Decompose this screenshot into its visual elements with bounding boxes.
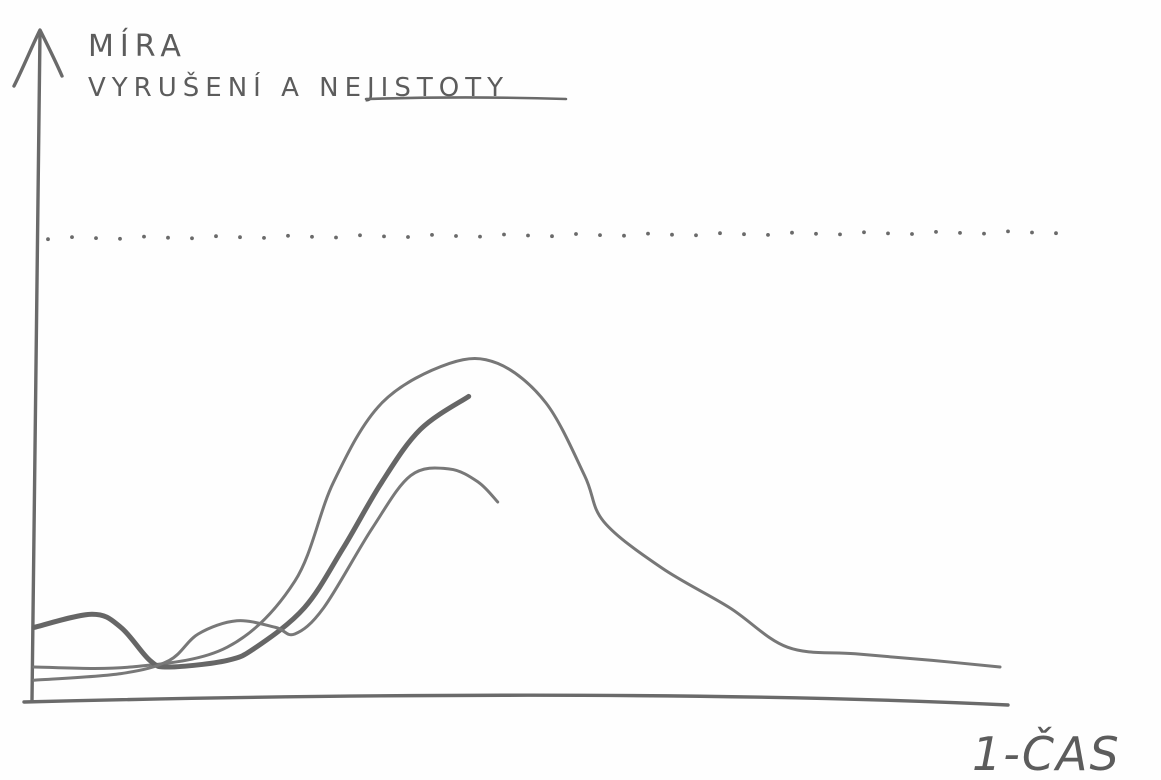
threshold-dot: [214, 234, 218, 239]
x-axis-label: 1-ČAS: [972, 726, 1121, 780]
threshold-dot: [454, 234, 458, 238]
threshold-dot: [166, 235, 170, 240]
threshold-dot: [742, 232, 746, 237]
threshold-dot: [262, 236, 266, 240]
series-line-1: [32, 356, 1002, 670]
threshold-dot: [646, 231, 650, 236]
y-axis-arrowhead: [12, 28, 64, 88]
threshold-dot: [982, 231, 986, 236]
series-line-3: [32, 466, 500, 682]
threshold-dot: [70, 235, 74, 240]
threshold-dot: [1030, 230, 1034, 235]
data-curves: [31, 356, 1002, 682]
threshold-dot: [670, 232, 674, 237]
threshold-dot: [1006, 229, 1010, 234]
threshold-dot: [1054, 231, 1058, 236]
threshold-dot: [694, 233, 698, 238]
threshold-dot: [886, 231, 890, 236]
threshold-dot: [934, 230, 938, 234]
threshold-dot: [358, 233, 362, 238]
threshold-dot: [958, 231, 962, 235]
y-axis-label-line-1: MÍRA: [88, 28, 187, 64]
threshold-dot: [622, 233, 626, 238]
threshold-dot: [406, 235, 410, 239]
threshold-dotted-line: [46, 229, 1058, 242]
threshold-dot: [910, 232, 914, 236]
threshold-dot: [550, 234, 554, 239]
threshold-dot: [382, 234, 386, 239]
threshold-dot: [814, 231, 818, 236]
threshold-dot: [598, 233, 602, 238]
threshold-dot: [502, 232, 506, 237]
x-axis: [22, 693, 1010, 707]
threshold-dot: [238, 235, 242, 240]
threshold-dot: [766, 233, 770, 237]
threshold-dot: [142, 234, 146, 239]
threshold-dot: [46, 237, 50, 242]
series-line-2: [31, 393, 472, 670]
threshold-dot: [190, 236, 194, 241]
threshold-dot: [334, 235, 338, 240]
threshold-dot: [526, 233, 530, 238]
threshold-dot: [574, 232, 578, 236]
threshold-dot: [790, 230, 794, 235]
threshold-dot: [310, 234, 314, 239]
y-axis: [30, 30, 42, 702]
threshold-dot: [430, 233, 434, 237]
threshold-dot: [286, 233, 290, 238]
threshold-dot: [718, 231, 722, 236]
threshold-dot: [118, 236, 122, 241]
threshold-dot: [94, 236, 98, 241]
threshold-dot: [478, 234, 482, 239]
threshold-dot: [862, 230, 866, 235]
underline-nejistoty: [364, 96, 568, 101]
threshold-dot: [838, 232, 842, 237]
